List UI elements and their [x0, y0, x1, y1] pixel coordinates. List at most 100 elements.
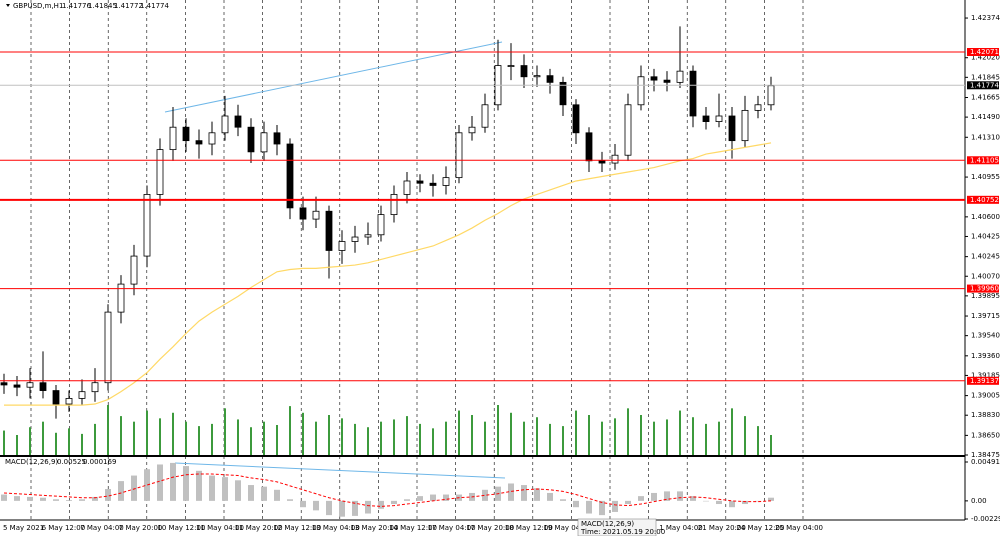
- volume-bar: [315, 421, 317, 455]
- volume-bar: [640, 415, 642, 455]
- macd-bar: [235, 480, 241, 501]
- volume-bar: [757, 426, 759, 455]
- price-label-bg: [967, 156, 999, 165]
- tooltip-title: MACD(12,26,9): [581, 520, 634, 528]
- menu-arrow[interactable]: [6, 4, 10, 7]
- x-tick-label: 5 May 2021: [3, 524, 44, 532]
- y-tick-label: 1.39895: [971, 292, 1000, 300]
- volume-bar: [549, 423, 551, 455]
- macd-bar: [417, 496, 423, 501]
- macd-bar: [92, 496, 98, 501]
- candle-body: [585, 132, 593, 162]
- volume-bar: [81, 433, 83, 455]
- macd-bar: [1, 494, 7, 501]
- volume-bar: [380, 421, 382, 455]
- candle-body: [689, 70, 697, 117]
- macd-bar: [378, 500, 384, 509]
- volume-bar: [692, 417, 694, 455]
- macd-bar: [326, 500, 332, 516]
- volume-bar: [341, 418, 343, 455]
- y-tick-label: 1.41845: [971, 73, 1000, 81]
- candle-body: [234, 115, 242, 128]
- volume-bar: [653, 421, 655, 455]
- macd-bar: [79, 499, 85, 501]
- candle-body: [429, 182, 437, 186]
- volume-bar: [536, 417, 538, 455]
- y-tick-label: 1.38830: [971, 411, 1000, 419]
- volume-bar: [198, 426, 200, 455]
- candle-body: [533, 75, 541, 78]
- macd-bar: [300, 500, 306, 508]
- candle-body: [715, 115, 723, 122]
- candle-body: [182, 126, 190, 142]
- macd-bar: [248, 485, 254, 501]
- macd-bar: [339, 500, 345, 517]
- volume-bar: [458, 410, 460, 455]
- candle-body: [754, 104, 762, 111]
- candle-body: [0, 382, 8, 386]
- volume-bar: [445, 421, 447, 455]
- candle-body: [390, 194, 398, 216]
- candle-body: [767, 85, 775, 106]
- macd-bar: [391, 500, 397, 505]
- y-tick-label: 1.40425: [971, 232, 1000, 240]
- volume-bar: [510, 412, 512, 455]
- x-tick-label: 12 May 12:00: [273, 524, 321, 532]
- macd-bar: [547, 492, 553, 501]
- price-label: 1.39137: [970, 377, 999, 385]
- volume-bar: [601, 421, 603, 455]
- macd-bar: [482, 489, 488, 501]
- candle-body: [169, 126, 177, 151]
- quote-value: 1.41776: [62, 2, 91, 10]
- volume-bar: [263, 421, 265, 455]
- macd-bar: [716, 500, 722, 505]
- volume-bar: [68, 428, 70, 455]
- price-label: 1.41105: [970, 156, 999, 164]
- macd-bar: [287, 499, 293, 501]
- quote-value: 1.41772: [114, 2, 143, 10]
- candle-body: [572, 104, 580, 134]
- x-tick-label: 17 May 04:00: [428, 524, 476, 532]
- y-tick-label: 1.38650: [971, 431, 1000, 439]
- y2-tick-label: -0.002292: [971, 515, 1000, 523]
- candle-body: [91, 382, 99, 393]
- candle-body: [702, 115, 710, 122]
- volume-bar: [224, 408, 226, 455]
- macd-bar: [586, 500, 592, 514]
- candle-body: [442, 177, 450, 186]
- volume-bar: [419, 423, 421, 455]
- x-tick-label: 7 May 20:00: [119, 524, 163, 532]
- x-tick-label: 13 May 04:00: [312, 524, 360, 532]
- macd-bar: [196, 470, 202, 501]
- macd-readout-value: 0.00525: [57, 458, 86, 466]
- volume-bar: [211, 423, 213, 455]
- candle-body: [195, 140, 203, 145]
- volume-bar: [172, 412, 174, 455]
- x-tick-label: 11 May 04:00: [196, 524, 244, 532]
- price-label: 1.39960: [970, 285, 999, 293]
- x-tick-label: 14 May 12:00: [389, 524, 437, 532]
- volume-bar: [94, 423, 96, 455]
- macd-bar: [40, 497, 46, 501]
- tooltip-bg: [577, 518, 657, 536]
- macd-bar: [365, 500, 371, 514]
- x-tick-label: 6 May 12:00: [42, 524, 86, 532]
- price-label-bg: [967, 195, 999, 204]
- y-tick-label: 1.39540: [971, 332, 1000, 340]
- y-tick-label: 1.40600: [971, 213, 1000, 221]
- trendline: [174, 462, 506, 479]
- candle-body: [741, 109, 749, 142]
- volume-bar: [29, 427, 31, 455]
- volume-bar: [627, 408, 629, 455]
- candle-body: [676, 70, 684, 83]
- volume-bar: [354, 423, 356, 455]
- volume-bar: [432, 428, 434, 455]
- macd-bar: [430, 494, 436, 501]
- candle-body: [403, 180, 411, 195]
- volume-bar: [718, 421, 720, 455]
- volume-bar: [588, 415, 590, 455]
- macd-bar: [625, 500, 631, 505]
- macd-bar: [534, 488, 540, 501]
